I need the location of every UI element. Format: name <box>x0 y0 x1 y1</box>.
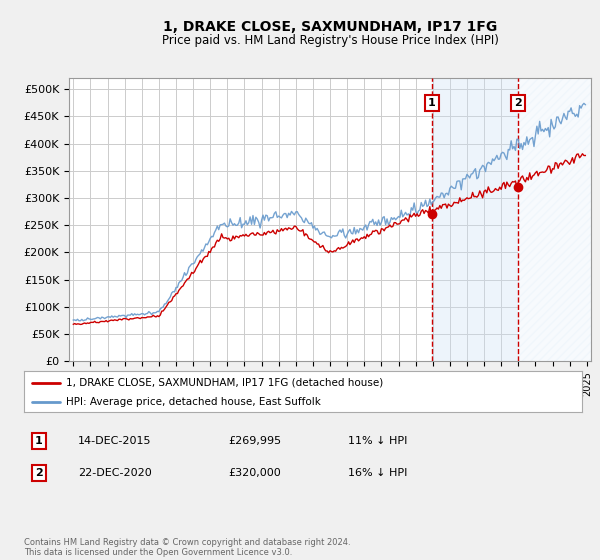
Text: £269,995: £269,995 <box>228 436 281 446</box>
Text: 2: 2 <box>35 468 43 478</box>
Text: 14-DEC-2015: 14-DEC-2015 <box>78 436 151 446</box>
Bar <box>518 78 591 361</box>
Text: HPI: Average price, detached house, East Suffolk: HPI: Average price, detached house, East… <box>66 396 321 407</box>
Text: 1: 1 <box>35 436 43 446</box>
Text: 2: 2 <box>514 98 522 108</box>
Bar <box>432 78 518 361</box>
Text: 1, DRAKE CLOSE, SAXMUNDHAM, IP17 1FG (detached house): 1, DRAKE CLOSE, SAXMUNDHAM, IP17 1FG (de… <box>66 377 383 388</box>
Bar <box>518 78 591 361</box>
Text: 1: 1 <box>428 98 436 108</box>
Text: 11% ↓ HPI: 11% ↓ HPI <box>348 436 407 446</box>
Text: 1, DRAKE CLOSE, SAXMUNDHAM, IP17 1FG: 1, DRAKE CLOSE, SAXMUNDHAM, IP17 1FG <box>163 20 497 34</box>
Text: 22-DEC-2020: 22-DEC-2020 <box>78 468 152 478</box>
Text: Price paid vs. HM Land Registry's House Price Index (HPI): Price paid vs. HM Land Registry's House … <box>161 34 499 46</box>
Text: £320,000: £320,000 <box>228 468 281 478</box>
Text: Contains HM Land Registry data © Crown copyright and database right 2024.
This d: Contains HM Land Registry data © Crown c… <box>24 538 350 557</box>
Text: 16% ↓ HPI: 16% ↓ HPI <box>348 468 407 478</box>
